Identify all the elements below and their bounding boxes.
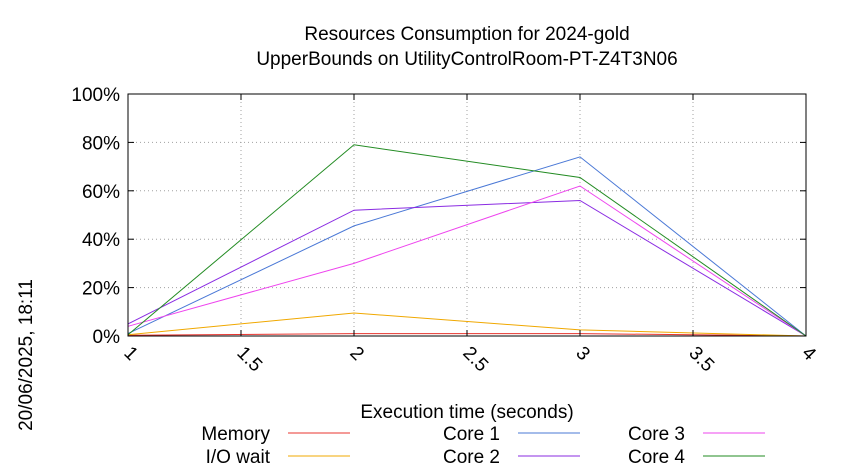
y-tick-label: 80%	[82, 133, 120, 154]
y-tick-label: 60%	[82, 182, 120, 203]
series-lines	[127, 144, 807, 337]
y-tick-label: 0%	[93, 327, 121, 348]
timestamp-label: 20/06/2025, 18:11	[16, 279, 37, 431]
series-line-core-2	[127, 199, 807, 337]
y-tick-label: 20%	[82, 279, 120, 300]
x-tick-label: 2	[345, 343, 367, 365]
grid-lines	[128, 94, 806, 336]
legend-label: I/O wait	[206, 447, 271, 468]
legend-label: Memory	[201, 424, 270, 445]
y-tick-label: 40%	[82, 230, 120, 251]
x-tick-label: 1	[119, 343, 141, 365]
x-tick-label: 3	[571, 343, 593, 365]
y-tick-label: 100%	[71, 85, 120, 106]
legend-label: Core 4	[628, 447, 685, 468]
series-line-core-1	[127, 156, 807, 337]
x-axis-label: Execution time (seconds)	[360, 402, 573, 423]
x-tick-label: 2.5	[458, 343, 492, 377]
legend-label: Core 3	[628, 424, 685, 445]
x-tick-label: 4	[797, 343, 820, 366]
chart-subtitle: UpperBounds on UtilityControlRoom-PT-Z4T…	[256, 49, 677, 70]
legend-label: Core 2	[443, 447, 500, 468]
x-tick-label: 3.5	[684, 343, 718, 377]
legend-label: Core 1	[443, 424, 500, 445]
x-tick-label: 1.5	[232, 343, 266, 377]
series-line-core-3	[127, 185, 807, 337]
series-line-core-4	[127, 144, 807, 337]
chart-title: Resources Consumption for 2024-gold	[304, 24, 629, 45]
y-axis-ticks: 0% 20% 40% 60% 80% 100%	[71, 85, 806, 348]
